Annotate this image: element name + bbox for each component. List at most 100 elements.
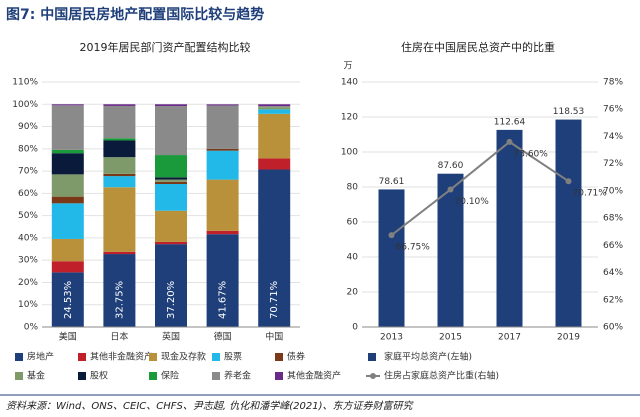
legend-swatch <box>78 372 86 380</box>
tick-label: 90% <box>18 122 38 132</box>
bar-segment <box>103 254 136 327</box>
tick-label: 120 <box>341 113 358 123</box>
tick-label: 20% <box>18 278 38 288</box>
tick-label: 70% <box>603 186 623 196</box>
line-point <box>506 138 513 145</box>
bar-segment <box>51 153 84 175</box>
y-unit: 万 <box>343 62 352 72</box>
legend-label: 房地产 <box>27 351 54 363</box>
data-label: 87.60 <box>438 161 464 171</box>
bar-segment <box>155 241 187 245</box>
bar-segment <box>51 272 84 327</box>
x-tick-label: 美国 <box>59 331 77 343</box>
bar-segment <box>155 104 187 107</box>
bar-segment <box>103 138 136 141</box>
bar-segment <box>155 155 187 178</box>
tick-label: 72% <box>603 159 623 169</box>
bar-segment <box>206 230 239 235</box>
tick-label: 0 <box>352 323 358 333</box>
x-tick-label: 2013 <box>380 333 403 343</box>
legend-label: 现金及存款 <box>161 351 206 363</box>
bar-segment <box>103 251 136 255</box>
tick-label: 66% <box>603 241 623 251</box>
legend-label: 债券 <box>287 351 305 363</box>
tick-label: 0% <box>24 323 39 333</box>
bar-segment <box>103 140 136 158</box>
legend-swatch <box>15 372 23 380</box>
line-point <box>565 178 572 185</box>
line <box>390 140 570 236</box>
bar-segment <box>258 158 291 170</box>
bar-segment <box>206 150 239 180</box>
legend-label: 其他金融资产 <box>287 370 341 382</box>
bar-segment <box>103 157 136 174</box>
data-label: 70.71% <box>573 189 608 199</box>
bar-segment <box>258 104 291 107</box>
legend-swatch <box>149 353 157 361</box>
bar-segment <box>103 187 136 252</box>
bar-segment <box>103 176 136 188</box>
bar-segment <box>206 234 239 327</box>
line-point <box>447 186 454 193</box>
tick-label: 60% <box>18 189 38 199</box>
bar <box>378 189 405 327</box>
bar-segment <box>155 106 187 156</box>
tick-label: 110% <box>12 78 38 88</box>
line-point <box>388 232 395 239</box>
legend-label: 其他非金融资产 <box>90 351 153 363</box>
tick-label: 68% <box>603 214 623 224</box>
legend-label: 保险 <box>161 370 179 382</box>
bar-segment <box>258 169 291 327</box>
x-tick-label: 德国 <box>214 331 232 343</box>
legend-marker <box>370 373 376 379</box>
tick-label: 20 <box>347 288 359 298</box>
bar-segment <box>258 109 291 114</box>
bar-segment <box>258 106 291 108</box>
tick-label: 76% <box>603 105 623 115</box>
bar-segment <box>51 261 84 273</box>
bar-segment <box>51 238 84 262</box>
bar-segment <box>103 104 136 106</box>
legend-label: 家庭平均总资产(左轴) <box>384 351 472 363</box>
bar-segment <box>258 107 291 110</box>
tick-label: 60% <box>603 323 623 333</box>
chart-title: 住房在中国居民总资产中的比重 <box>401 40 555 54</box>
legend-swatch <box>368 353 376 361</box>
legend-swatch <box>78 353 86 361</box>
bar-segment <box>51 196 84 204</box>
legend-swatch <box>275 353 283 361</box>
legend-label: 股票 <box>224 352 242 363</box>
data-label: 70.10% <box>455 197 490 207</box>
data-label: 73.60% <box>514 149 549 159</box>
bar-segment <box>51 105 84 150</box>
legend-label: 养老金 <box>224 370 251 382</box>
bar-segment <box>155 210 187 242</box>
data-label: 66.75% <box>396 243 431 253</box>
bar-segment <box>51 104 84 106</box>
tick-label: 40% <box>18 233 38 243</box>
x-tick-label: 中国 <box>265 331 283 343</box>
source: 资料来源：Wind、ONS、CEIC、CHFS、尹志超, 仇化和潘学峰(2021… <box>6 400 414 412</box>
bar <box>496 129 523 327</box>
legend-swatch <box>275 372 283 380</box>
x-tick-label: 2017 <box>498 333 521 343</box>
tick-label: 50% <box>18 211 38 221</box>
bar-segment <box>155 179 187 182</box>
x-tick-label: 2019 <box>557 333 580 343</box>
tick-label: 78% <box>603 78 623 88</box>
bar-segment <box>51 174 84 197</box>
chart-title: 2019年居民部门资产配置结构比较 <box>80 40 251 54</box>
tick-label: 10% <box>18 300 38 310</box>
page-title: 图7: 中国居民房地产配置国际比较与趋势 <box>6 6 264 23</box>
data-label: 32.75% <box>114 281 125 319</box>
x-tick-label: 英国 <box>162 331 180 343</box>
bar <box>437 173 464 327</box>
tick-label: 74% <box>603 132 623 142</box>
data-label: 41.67% <box>218 281 229 319</box>
bar-segment <box>103 173 136 177</box>
bar-segment <box>206 104 239 106</box>
legend-swatch <box>212 372 220 380</box>
data-label: 24.53% <box>63 281 74 319</box>
legend-label: 股权 <box>90 370 108 382</box>
